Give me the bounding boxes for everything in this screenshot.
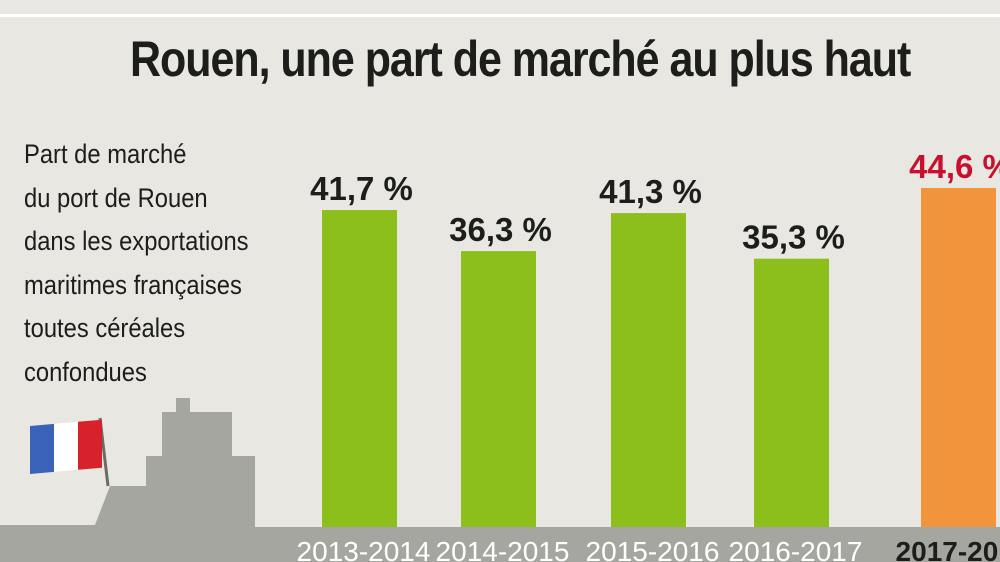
category-label-2017-2018: 2017-2018	[896, 536, 1000, 562]
bar-2017-2018	[921, 188, 996, 527]
category-label-2013-2014: 2013-2014	[297, 536, 431, 562]
ship-silhouette-icon	[0, 398, 1000, 562]
bar-2013-2014	[322, 210, 397, 527]
value-label-2014-2015: 36,3 %	[449, 211, 552, 248]
bar-series	[322, 188, 996, 528]
category-labels: 2013-2014 2014-2015 2015-2016 2016-2017 2017…	[297, 536, 1000, 562]
chart-description: Part de marché du port de Rouen dans les…	[24, 139, 249, 387]
french-flag-icon	[30, 417, 110, 487]
value-label-2017-2018: 44,6 %	[909, 148, 1000, 185]
category-label-2016-2017: 2016-2017	[729, 536, 863, 562]
category-label-2014-2015: 2014-2015	[436, 536, 570, 562]
bar-2016-2017	[754, 258, 829, 527]
value-label-2013-2014: 41,7 %	[310, 170, 413, 207]
top-rule	[0, 14, 1000, 17]
chart-title: Rouen, une part de marché au plus haut	[130, 31, 911, 87]
value-label-2016-2017: 35,3 %	[742, 219, 845, 256]
category-label-2015-2016: 2015-2016	[586, 536, 720, 562]
value-label-2015-2016: 41,3 %	[599, 173, 702, 210]
bar-2015-2016	[611, 213, 686, 528]
bar-2014-2015	[461, 251, 536, 527]
value-labels: 41,7 % 36,3 % 41,3 % 35,3 % 44,6 %	[310, 148, 1000, 256]
